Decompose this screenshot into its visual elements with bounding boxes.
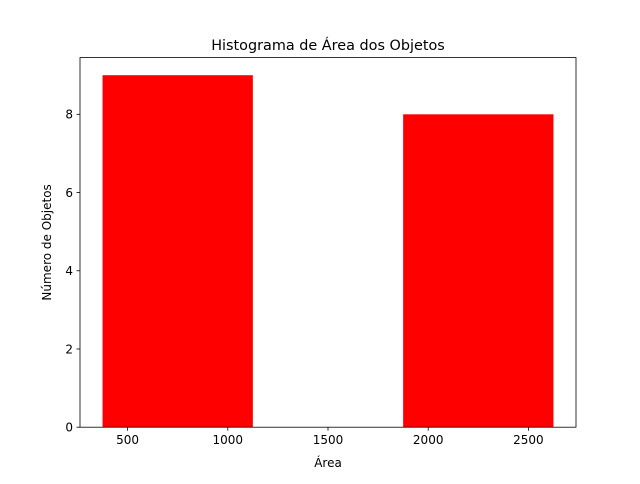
y-axis-label: Número de Objetos bbox=[40, 184, 54, 300]
plot-area-frame bbox=[79, 57, 577, 428]
x-axis-label: Área bbox=[314, 455, 342, 470]
y-tick-label: 4 bbox=[65, 264, 73, 278]
histogram-bar-1 bbox=[102, 75, 253, 428]
y-tick-label: 0 bbox=[65, 421, 73, 435]
x-tick-label: 2000 bbox=[413, 433, 444, 447]
chart-title: Histograma de Área dos Objetos bbox=[211, 37, 445, 54]
x-tick-label: 500 bbox=[116, 433, 139, 447]
y-tick-label: 6 bbox=[65, 186, 73, 200]
y-tick-label: 8 bbox=[65, 108, 73, 122]
bars-layer bbox=[102, 75, 554, 428]
x-tick-label: 1500 bbox=[313, 433, 344, 447]
histogram-bar-2 bbox=[403, 114, 554, 428]
x-tick-label: 2500 bbox=[513, 433, 544, 447]
x-tick-label: 1000 bbox=[213, 433, 244, 447]
ticks-layer: 500 1000 1500 2000 2500 0 2 4 6 8 bbox=[65, 108, 543, 448]
y-tick-label: 2 bbox=[65, 342, 73, 356]
